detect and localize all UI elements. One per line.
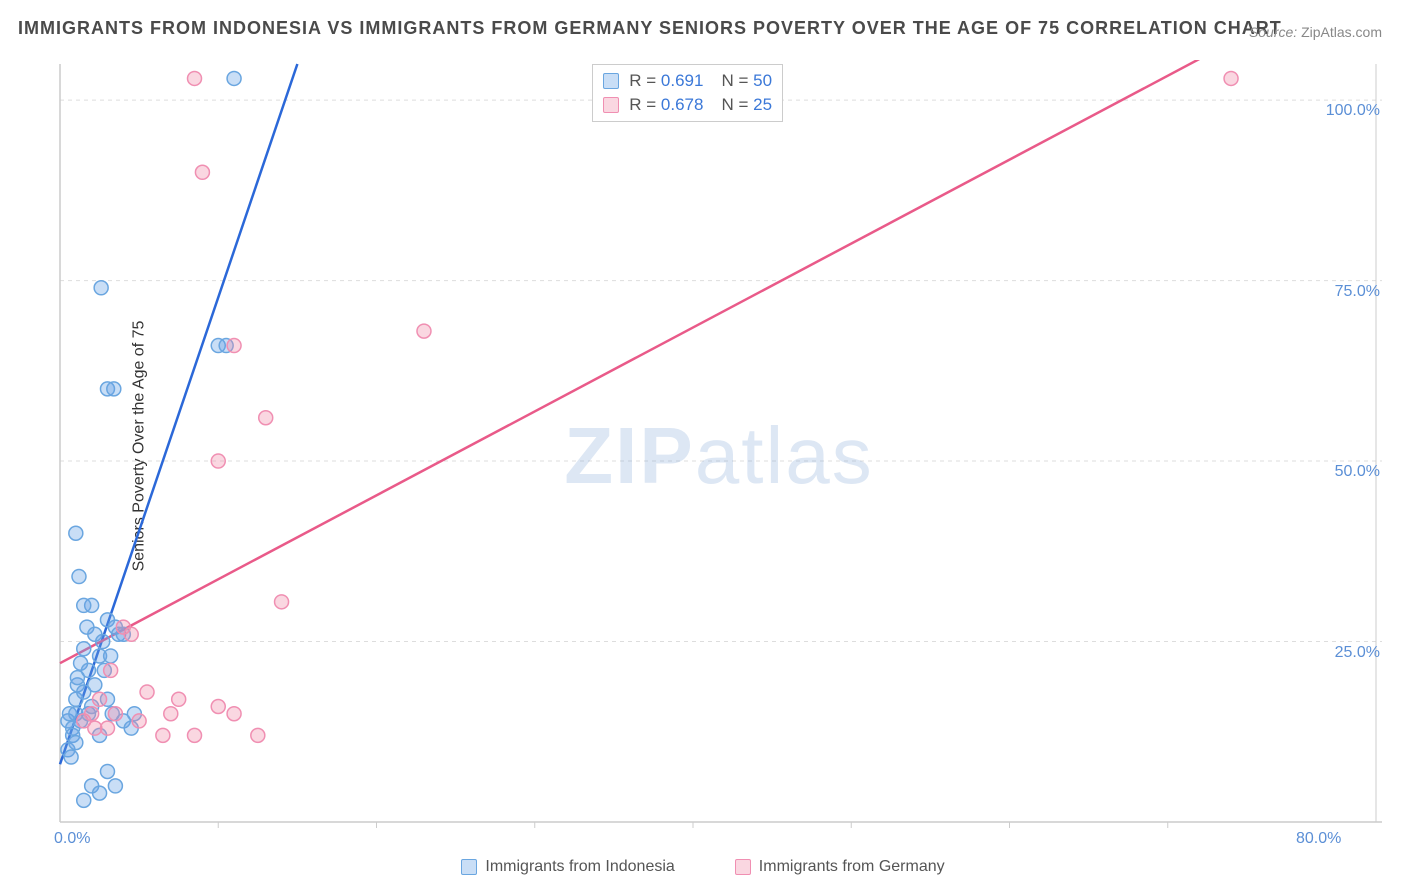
legend-swatch	[735, 859, 751, 875]
legend-item: Immigrants from Indonesia	[461, 858, 674, 876]
stats-row: R = 0.678N = 25	[603, 93, 772, 117]
source-value: ZipAtlas.com	[1301, 24, 1382, 40]
legend-item: Immigrants from Germany	[735, 858, 945, 876]
legend-swatch	[603, 97, 619, 113]
source-label: Source:	[1249, 24, 1297, 40]
legend-swatch	[603, 73, 619, 89]
chart-area: ZIPatlas 25.0%50.0%75.0%100.0%0.0%80.0% …	[52, 60, 1386, 852]
y-tick-label: 50.0%	[1335, 463, 1380, 481]
source-attribution: Source: ZipAtlas.com	[1249, 24, 1382, 40]
x-tick-label: 80.0%	[1296, 830, 1341, 848]
y-tick-label: 100.0%	[1326, 102, 1380, 120]
y-tick-label: 75.0%	[1335, 283, 1380, 301]
x-tick-label: 0.0%	[54, 830, 90, 848]
chart-title: IMMIGRANTS FROM INDONESIA VS IMMIGRANTS …	[18, 18, 1282, 39]
legend-label: Immigrants from Germany	[759, 858, 945, 876]
stats-row: R = 0.691N = 50	[603, 69, 772, 93]
bottom-legend: Immigrants from Indonesia Immigrants from…	[0, 858, 1406, 880]
legend-label: Immigrants from Indonesia	[485, 858, 674, 876]
y-tick-label: 25.0%	[1335, 644, 1380, 662]
scatter-plot	[52, 60, 1386, 852]
legend-swatch	[461, 859, 477, 875]
stats-legend: R = 0.691N = 50R = 0.678N = 25	[592, 64, 783, 122]
